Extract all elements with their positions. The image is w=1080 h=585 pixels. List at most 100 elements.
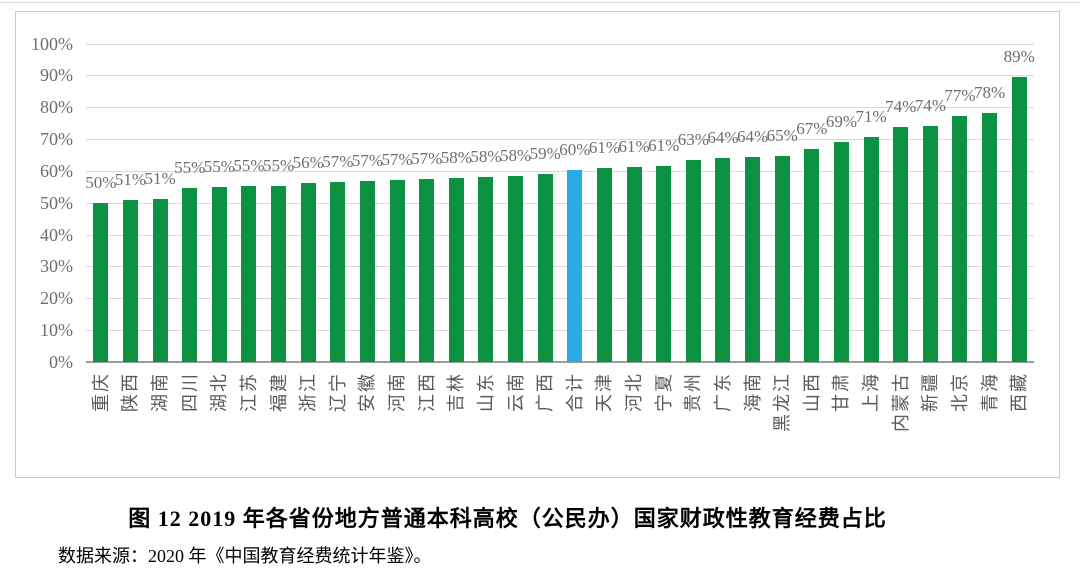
- chart-frame: 0% 10% 20% 30% 40% 50% 60% 70% 80% 90% 100% 50% 重庆 51…: [15, 11, 1060, 478]
- bar-value-label: 74%: [885, 96, 917, 116]
- bar: [656, 166, 672, 362]
- bar: [626, 167, 642, 362]
- bar: [300, 183, 316, 362]
- bar: [863, 136, 879, 362]
- x-tick-label: 安徽: [357, 372, 378, 412]
- bar-value-label: 51%: [114, 170, 147, 190]
- x-tick-label: 湖北: [209, 372, 230, 412]
- bar: [893, 126, 909, 362]
- y-tick-label: 90%: [40, 65, 73, 86]
- y-tick-label: 70%: [40, 129, 73, 150]
- x-tick-label: 四川: [179, 372, 200, 412]
- bar-value-label: 57%: [351, 150, 384, 170]
- bar: [330, 181, 346, 362]
- x-tick-label: 福建: [268, 372, 289, 412]
- x-tick-label: 合计: [564, 372, 585, 412]
- x-tick-label: 江苏: [238, 372, 259, 412]
- y-tick-label: 10%: [40, 320, 73, 341]
- gridline: [86, 43, 1034, 45]
- bar: [774, 155, 790, 362]
- y-tick-label: 0%: [49, 352, 73, 372]
- bar-value-label: 57%: [411, 149, 443, 169]
- y-tick-label: 80%: [40, 97, 73, 118]
- x-axis-line: [86, 361, 1034, 363]
- bar-value-label: 55%: [174, 158, 206, 178]
- bar-value-label: 67%: [796, 118, 828, 138]
- bar-value-label: 57%: [322, 151, 354, 171]
- x-tick-label: 宁夏: [653, 372, 674, 412]
- bar-value-label: 55%: [262, 155, 295, 175]
- gridline: [86, 266, 1034, 268]
- x-tick-label: 云南: [505, 372, 526, 412]
- figure-source: 数据来源：2020 年《中国教育经费统计年鉴》。: [58, 546, 432, 566]
- bar-value-label: 58%: [470, 146, 502, 166]
- bar: [685, 160, 701, 362]
- x-tick-label: 甘肃: [831, 372, 852, 412]
- gridline: [86, 75, 1034, 77]
- x-tick-label: 重庆: [90, 372, 111, 412]
- x-tick-label: 天津: [594, 372, 615, 412]
- x-tick-label: 吉林: [446, 372, 467, 412]
- x-tick-label: 新疆: [920, 372, 941, 412]
- y-tick-label: 100%: [31, 33, 73, 54]
- bar: [152, 199, 168, 362]
- bar: [833, 141, 849, 362]
- x-tick-label: 青海: [979, 372, 1000, 412]
- bar: [537, 174, 553, 362]
- gridline: [86, 107, 1034, 109]
- bar: [389, 179, 405, 362]
- bar: [952, 116, 968, 362]
- page-top-divider: [0, 2, 1080, 3]
- y-tick-label: 50%: [40, 192, 73, 213]
- bar-value-label: 57%: [381, 149, 413, 169]
- bar-value-label: 74%: [914, 95, 946, 115]
- gridline: [86, 170, 1034, 172]
- bar-chart-plot: 0% 10% 20% 30% 40% 50% 60% 70% 80% 90% 100% 50% 重庆 51…: [16, 12, 1059, 477]
- bar-value-label: 77%: [944, 86, 976, 106]
- x-tick-label: 北京: [949, 372, 970, 412]
- bar-value-label: 58%: [440, 148, 472, 168]
- bar: [982, 112, 998, 362]
- x-tick-label: 西藏: [1009, 372, 1030, 412]
- x-tick-label: 上海: [861, 372, 882, 412]
- bar: [359, 180, 375, 362]
- bar-value-label: 69%: [825, 111, 858, 131]
- bar-value-label: 61%: [618, 137, 650, 157]
- x-tick-label: 湖南: [150, 372, 171, 412]
- bar-value-label: 63%: [677, 130, 709, 150]
- bar-value-label: 59%: [529, 144, 561, 164]
- y-tick-label: 30%: [40, 256, 73, 277]
- bar: [419, 179, 435, 362]
- bar-value-label: 71%: [855, 106, 887, 126]
- bar-value-label: 78%: [973, 82, 1006, 102]
- y-tick-label: 60%: [40, 160, 73, 181]
- x-tick-label: 辽宁: [327, 372, 348, 412]
- gridline: [86, 234, 1034, 236]
- gridline: [86, 202, 1034, 204]
- x-tick-label: 海南: [742, 372, 763, 412]
- x-tick-label: 陕西: [120, 372, 141, 412]
- bar: [508, 175, 524, 362]
- x-tick-label: 浙江: [298, 372, 319, 412]
- bar: [448, 178, 464, 362]
- y-tick-label: 20%: [40, 288, 73, 309]
- bar: [241, 186, 257, 362]
- bar-value-label: 61%: [648, 136, 680, 156]
- bar-value-label: 61%: [588, 138, 621, 158]
- gridline: [86, 298, 1034, 300]
- bar: [804, 148, 820, 362]
- bar-value-label: 60%: [559, 140, 591, 160]
- bar-value-label: 55%: [233, 156, 265, 176]
- x-tick-label: 河北: [624, 372, 645, 412]
- bar: [122, 200, 138, 362]
- bar: [211, 187, 227, 362]
- bar-value-label: 64%: [707, 127, 739, 147]
- bar: [715, 157, 731, 362]
- gridline: [86, 139, 1034, 141]
- x-tick-label: 广东: [712, 372, 733, 412]
- bar-value-label: 64%: [736, 126, 769, 146]
- bar-value-label: 65%: [766, 125, 798, 145]
- bar: [596, 168, 612, 362]
- x-tick-label: 贵州: [683, 372, 704, 412]
- x-tick-label: 河南: [387, 372, 408, 412]
